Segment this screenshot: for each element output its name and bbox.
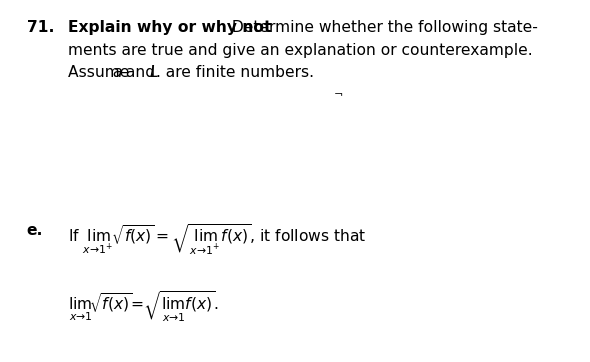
Text: a: a — [112, 65, 122, 80]
Text: 71.: 71. — [27, 20, 54, 35]
Text: Assume: Assume — [68, 65, 134, 80]
Text: e.: e. — [27, 223, 43, 237]
Text: Explain why or why not: Explain why or why not — [68, 20, 271, 35]
Text: Determine whether the following state-: Determine whether the following state- — [227, 20, 538, 35]
Text: . are finite numbers.: . are finite numbers. — [156, 65, 314, 80]
Text: $\lim_{x \to 1} \!\sqrt{f(x)} = \sqrt{\lim_{x \to 1} f(x)}$.: $\lim_{x \to 1} \!\sqrt{f(x)} = \sqrt{\l… — [68, 290, 218, 324]
Text: and: and — [121, 65, 160, 80]
Text: L: L — [149, 65, 158, 80]
Text: If $\lim_{x \to 1^+} \!\sqrt{f(x)} = \sqrt{\lim_{x \to 1^+} f(x)}$, it follows t: If $\lim_{x \to 1^+} \!\sqrt{f(x)} = \sq… — [68, 223, 366, 257]
Text: ¬: ¬ — [333, 90, 343, 101]
Text: ments are true and give an explanation or counterexample.: ments are true and give an explanation o… — [68, 43, 532, 58]
